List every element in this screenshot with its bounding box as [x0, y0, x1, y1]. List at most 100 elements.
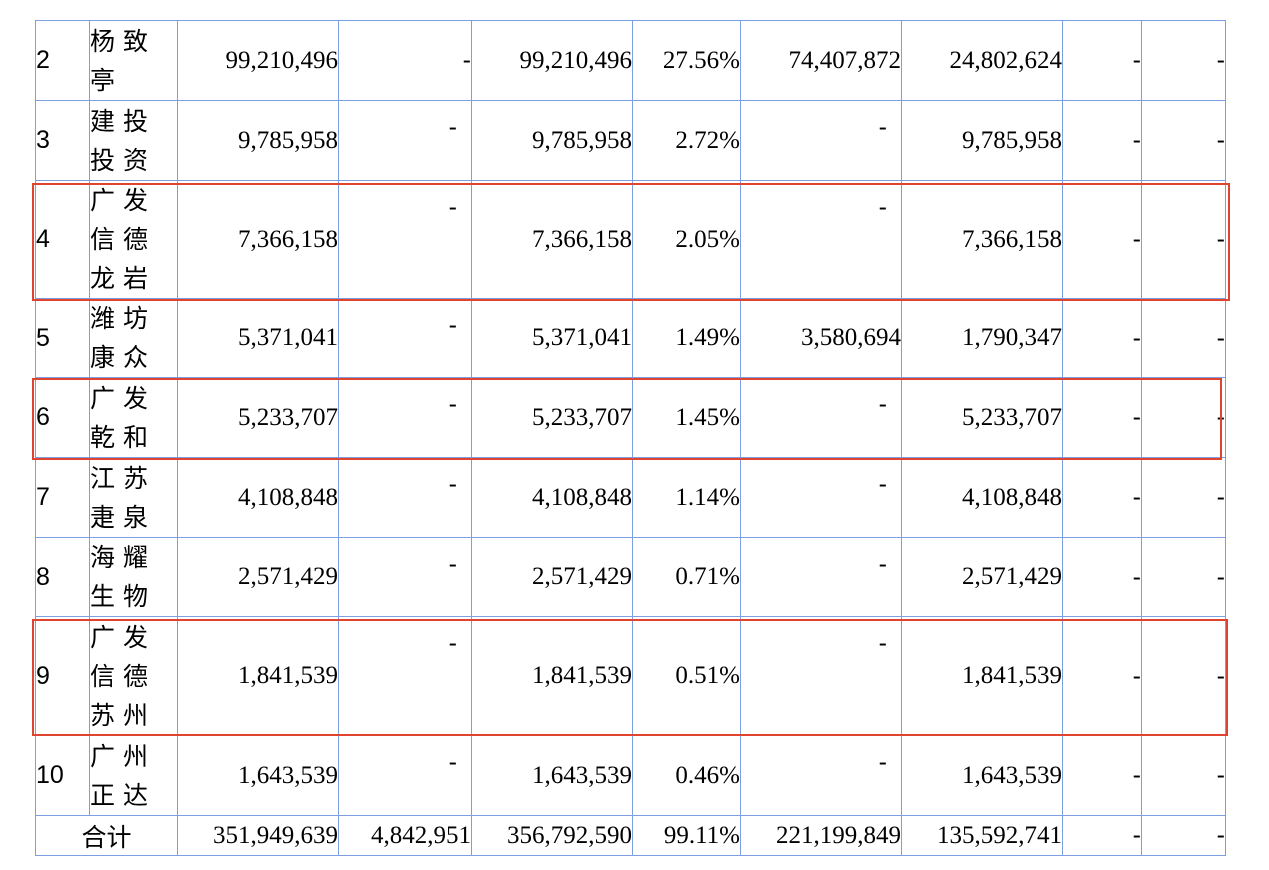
- value-col1: 5,233,707: [177, 377, 339, 458]
- value-col3: 5,233,707: [471, 377, 633, 458]
- value-col5: -: [740, 100, 902, 181]
- value-col7: -: [1062, 616, 1142, 736]
- value-col7: -: [1062, 20, 1142, 101]
- shareholder-name-line: 信德: [90, 661, 157, 691]
- value-col8: -: [1141, 180, 1226, 299]
- value-col7: -: [1062, 377, 1142, 458]
- percentage: 2.72%: [632, 100, 741, 181]
- shareholder-name-line: 信德: [90, 225, 157, 254]
- total-col7: -: [1062, 815, 1142, 856]
- percentage: 0.71%: [632, 537, 741, 617]
- value-col2: -: [338, 298, 472, 378]
- dash-value: -: [448, 311, 457, 339]
- shareholder-name-line: 正达: [90, 780, 157, 810]
- value-col3: 99,210,496: [471, 20, 633, 101]
- table-row: 9 广发 信德 苏州 1,841,539-1,841,539 0.51% -1,841,53…: [35, 616, 1226, 736]
- total-label: 合计: [35, 815, 178, 856]
- shareholder-name-line: 建投: [90, 106, 157, 136]
- shareholder-name-line: 乾和: [90, 422, 157, 452]
- shareholder-name-line: 广发: [90, 622, 157, 652]
- value-col8: -: [1141, 377, 1226, 458]
- value-col2: -: [338, 377, 472, 458]
- value-col3: 1,841,539: [471, 616, 633, 736]
- percentage: 2.05%: [632, 180, 741, 299]
- dash-value: -: [448, 390, 457, 418]
- value-col5: 74,407,872: [740, 20, 902, 101]
- shareholder-name-line: 海耀: [90, 543, 157, 572]
- table-row: 10 广州 正达 1,643,539-1,643,539 0.46% -1,643,539…: [35, 735, 1226, 816]
- value-col3: 9,785,958: [471, 100, 633, 181]
- value-col5-text: -: [878, 550, 887, 578]
- shareholder-name: 广发 乾和: [89, 377, 178, 458]
- value-col5-text: -: [878, 390, 887, 418]
- value-col1: 1,643,539: [177, 735, 339, 816]
- percentage: 1.49%: [632, 298, 741, 378]
- value-col7: -: [1062, 298, 1142, 378]
- dash-value: -: [448, 193, 457, 221]
- shareholder-name: 杨致亭: [89, 20, 178, 101]
- value-col5-text: -: [878, 470, 887, 498]
- value-col3: 5,371,041: [471, 298, 633, 378]
- total-col1: 351,949,639: [177, 815, 339, 856]
- value-col7: -: [1062, 735, 1142, 816]
- value-col8: -: [1141, 616, 1226, 736]
- shareholder-name-line: 潍坊: [90, 304, 157, 333]
- value-col7: -: [1062, 537, 1142, 617]
- shareholder-name-line: 广发: [90, 383, 157, 413]
- value-col3: 2,571,429: [471, 537, 633, 617]
- percentage: 0.46%: [632, 735, 741, 816]
- value-col5: -: [740, 616, 902, 736]
- row-number: 3: [35, 100, 90, 181]
- table-row: 3 建投 投资 9,785,958-9,785,958 2.72% -9,785,958-…: [35, 100, 1226, 181]
- shareholder-name-line: 广州: [90, 741, 157, 771]
- value-col7: -: [1062, 457, 1142, 538]
- table-row: 5 潍坊 康众 5,371,041-5,371,041 1.49% 3,580,694 1,…: [35, 298, 1226, 378]
- value-col1: 2,571,429: [177, 537, 339, 617]
- value-col6: 1,790,347: [901, 298, 1063, 378]
- value-col1: 4,108,848: [177, 457, 339, 538]
- value-col2: -: [338, 100, 472, 181]
- value-col1: 7,366,158: [177, 180, 339, 299]
- table-row: 8 海耀 生物 2,571,429-2,571,429 0.71% -2,571,429-…: [35, 537, 1226, 617]
- table-row: 7 江苏 疌泉 4,108,848-4,108,848 1.14% -4,108,848-…: [35, 457, 1226, 538]
- value-col5: 3,580,694: [740, 298, 902, 378]
- value-col5-text: -: [878, 193, 887, 221]
- value-col6: 2,571,429: [901, 537, 1063, 617]
- value-col5: -: [740, 377, 902, 458]
- value-col6: 1,841,539: [901, 616, 1063, 736]
- total-col3: 356,792,590: [471, 815, 633, 856]
- row-number: 2: [35, 20, 90, 101]
- shareholder-name-line: 生物: [90, 582, 157, 611]
- table-row: 4 广发 信德 龙岩 7,366,158-7,366,158 2.05% -7,366,15…: [35, 180, 1226, 299]
- shareholder-name-line: 投资: [90, 145, 157, 175]
- table-body: 2 杨致亭 99,210,496-99,210,496 27.56% 74,407,87…: [35, 20, 1226, 856]
- row-number: 6: [35, 377, 90, 458]
- value-col8: -: [1141, 537, 1226, 617]
- value-col8: -: [1141, 100, 1226, 181]
- row-number: 7: [35, 457, 90, 538]
- value-col6: 9,785,958: [901, 100, 1063, 181]
- total-col8: -: [1141, 815, 1226, 856]
- value-col8: -: [1141, 298, 1226, 378]
- value-col6: 7,366,158: [901, 180, 1063, 299]
- value-col5: -: [740, 735, 902, 816]
- shareholder-name-line: 龙岩: [90, 264, 157, 293]
- value-col3: 7,366,158: [471, 180, 633, 299]
- value-col1: 99,210,496: [177, 20, 339, 101]
- shareholder-name-line: 广发: [90, 186, 157, 215]
- total-percentage: 99.11%: [632, 815, 741, 856]
- value-col1: 5,371,041: [177, 298, 339, 378]
- value-col2: -: [338, 616, 472, 736]
- value-col8: -: [1141, 20, 1226, 101]
- dash-value: -: [448, 470, 457, 498]
- table-row: 6 广发 乾和 5,233,707-5,233,707 1.45% -5,233,707-…: [35, 377, 1226, 458]
- value-col5-text: -: [878, 113, 887, 141]
- percentage: 0.51%: [632, 616, 741, 736]
- shareholder-name: 广发 信德 苏州: [89, 616, 178, 736]
- row-number: 10: [35, 735, 90, 816]
- value-col2: -: [338, 735, 472, 816]
- shareholder-name-line: 杨致: [90, 26, 157, 56]
- row-number: 5: [35, 298, 90, 378]
- dash-value: -: [448, 748, 457, 776]
- value-col2: -: [338, 180, 472, 299]
